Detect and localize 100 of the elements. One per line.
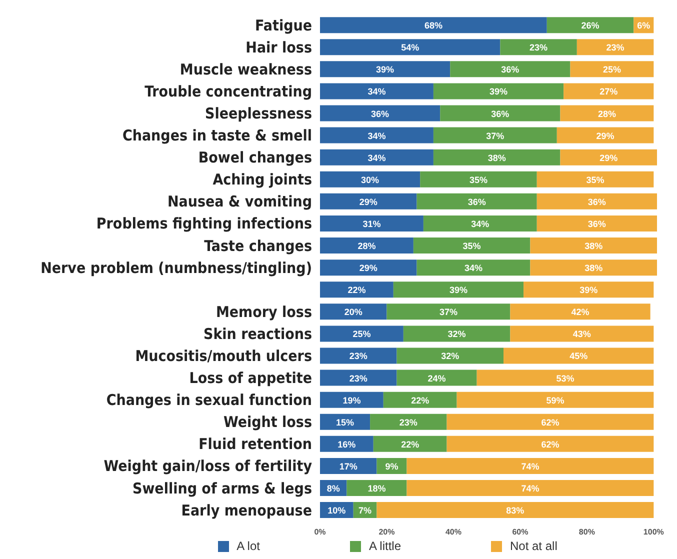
y-tick-label: Loss of appetite	[189, 369, 312, 388]
y-tick-label: Bowel changes	[198, 148, 312, 167]
bar	[440, 105, 560, 122]
bar	[413, 238, 530, 254]
y-tick-label: Changes in sexual function	[106, 391, 312, 410]
data-label: 32%	[448, 329, 466, 340]
bar	[446, 436, 654, 452]
data-label: 26%	[581, 20, 600, 31]
bar	[320, 392, 384, 408]
data-label: 23%	[606, 42, 624, 53]
bar	[320, 282, 394, 298]
bar	[320, 83, 434, 100]
bar	[433, 149, 560, 166]
data-label: 15%	[336, 417, 354, 428]
data-label: 39%	[490, 86, 508, 97]
data-label: 16%	[338, 439, 356, 450]
legend-label: Not at all	[509, 539, 558, 553]
y-tick-label: Aching joints	[212, 170, 312, 189]
bar	[576, 39, 654, 56]
data-label: 27%	[600, 86, 618, 97]
data-label: 68%	[424, 20, 442, 31]
bar	[504, 348, 654, 364]
bar	[560, 105, 654, 122]
data-label: 42%	[571, 307, 590, 318]
data-label: 74%	[521, 461, 540, 472]
y-tick-label: Fatigue	[255, 16, 312, 34]
bar	[536, 193, 657, 210]
y-tick-label: Fluid retention	[198, 435, 312, 454]
data-label: 45%	[570, 351, 588, 362]
bar	[320, 436, 374, 452]
bar	[396, 348, 504, 364]
data-label: 36%	[491, 108, 510, 119]
data-label: 37%	[486, 130, 504, 141]
data-label: 28%	[358, 241, 376, 252]
bar	[320, 215, 424, 232]
y-tick-label: Skin reactions	[203, 324, 312, 343]
data-label: 36%	[371, 108, 390, 119]
y-tick-label: Hair loss	[246, 38, 312, 56]
data-label: 23%	[349, 373, 368, 384]
bar	[416, 260, 530, 276]
y-tick-label: Swelling of arms & legs	[132, 479, 312, 498]
bar	[416, 193, 537, 210]
bar	[320, 370, 397, 386]
bar	[530, 260, 657, 276]
bar	[320, 105, 440, 122]
y-tick-label: Taste changes	[204, 236, 312, 255]
data-label: 17%	[339, 461, 358, 472]
x-tick-label: 80%	[578, 528, 595, 537]
bar	[386, 304, 510, 320]
data-label: 22%	[348, 285, 366, 296]
bar	[433, 127, 557, 144]
data-label: 36%	[468, 196, 486, 207]
data-label: 34%	[471, 218, 490, 229]
data-label: 8%	[326, 484, 340, 494]
bar	[500, 39, 577, 56]
bar	[423, 215, 537, 232]
data-label: 32%	[441, 351, 460, 362]
x-tick-label: 40%	[445, 528, 462, 537]
y-tick-label: Memory loss	[216, 302, 312, 321]
bar	[556, 127, 654, 144]
bar	[320, 149, 434, 166]
bar	[320, 238, 414, 254]
bar	[320, 260, 417, 276]
data-label: 28%	[598, 108, 616, 119]
bar	[320, 17, 547, 34]
data-label: 24%	[428, 373, 446, 384]
data-label: 23%	[349, 351, 368, 362]
data-label: 34%	[464, 263, 482, 274]
data-label: 36%	[588, 196, 606, 207]
y-tick-label: Sleeplessness	[205, 104, 312, 123]
bar	[406, 480, 654, 496]
data-label: 10%	[328, 506, 346, 516]
bar	[564, 83, 654, 100]
data-label: 30%	[361, 174, 380, 185]
bar	[510, 326, 654, 342]
bar	[406, 458, 654, 474]
bar	[383, 392, 457, 408]
legend-label: A little	[368, 539, 401, 553]
data-label: 7%	[358, 506, 372, 516]
bar	[420, 171, 537, 188]
data-label: 29%	[359, 196, 378, 207]
bar	[320, 127, 434, 144]
data-label: 53%	[556, 373, 574, 384]
bar	[370, 414, 447, 430]
x-tick-label: 0%	[314, 528, 326, 537]
bar	[456, 392, 654, 408]
data-label: 54%	[401, 42, 420, 53]
bar	[320, 193, 417, 210]
data-label: 18%	[368, 484, 386, 494]
x-tick-label: 100%	[643, 528, 664, 537]
y-tick-label: Trouble concentrating	[144, 82, 312, 100]
data-label: 38%	[584, 263, 603, 274]
legend-label: A lot	[236, 539, 260, 553]
data-label: 38%	[584, 241, 603, 252]
bar	[346, 480, 407, 496]
data-label: 19%	[342, 395, 361, 406]
y-tick-label: Muscle weakness	[180, 60, 312, 78]
data-label: 74%	[521, 484, 540, 494]
bar	[536, 171, 654, 188]
bar	[393, 282, 524, 298]
